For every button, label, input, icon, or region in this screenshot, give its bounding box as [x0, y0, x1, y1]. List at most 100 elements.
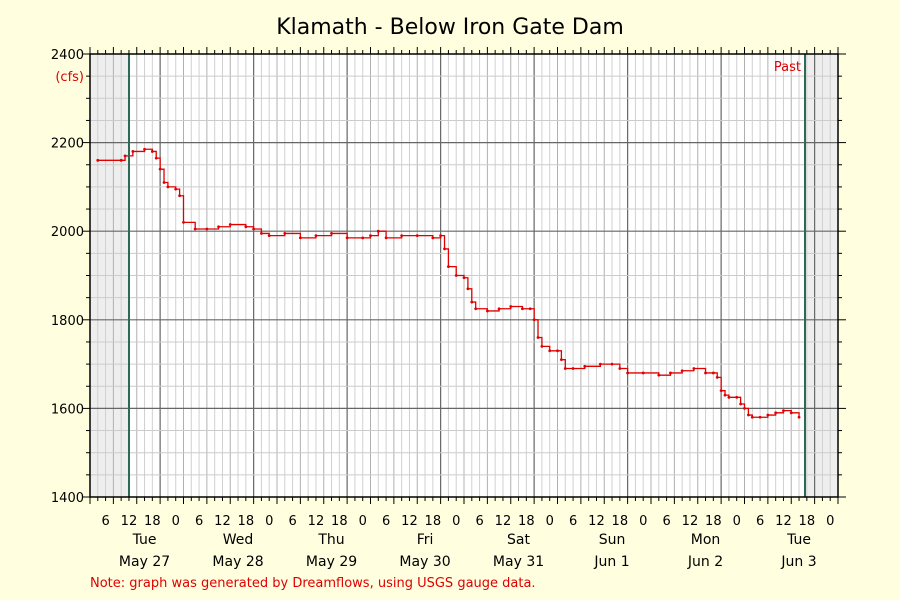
data-point — [384, 236, 388, 240]
x-tick-label: 12 — [214, 514, 231, 529]
x-tick-label: 18 — [799, 514, 816, 529]
x-tick-label: 0 — [172, 514, 180, 529]
x-tick-label: 0 — [546, 514, 554, 529]
x-tick-label: 12 — [308, 514, 325, 529]
x-axis: 6 12 18 0 6 12 18 0 6 12 18 0 6 12 18 0 6 12 18 0 6 12 18 0 6 12 1… — [89, 47, 839, 570]
chart-title: Klamath - Below Iron Gate Dam — [276, 15, 624, 40]
data-point — [466, 287, 470, 291]
data-point — [462, 276, 466, 280]
data-point — [376, 229, 380, 233]
data-point — [548, 349, 552, 353]
day-date-label: Jun 2 — [687, 554, 723, 570]
data-point — [758, 415, 762, 419]
data-point — [532, 318, 536, 322]
x-tick-label: 12 — [588, 514, 605, 529]
data-point — [559, 358, 563, 362]
data-point — [669, 371, 672, 375]
data-point — [540, 344, 544, 348]
data-point — [711, 371, 715, 375]
data-point — [123, 154, 127, 158]
data-series — [96, 147, 801, 419]
data-point — [509, 305, 513, 308]
data-point — [166, 185, 170, 189]
y-axis-label: (cfs) — [55, 70, 84, 85]
data-point — [193, 227, 197, 231]
data-point — [782, 409, 785, 413]
x-tick-label: 12 — [682, 514, 699, 529]
data-point — [178, 194, 182, 198]
day-date-label: May 30 — [399, 554, 450, 570]
data-point — [692, 367, 696, 370]
day-date-label: May 29 — [306, 554, 357, 570]
day-name-label: Sun — [599, 532, 626, 548]
data-point — [415, 234, 419, 238]
data-point — [431, 236, 435, 240]
data-point — [298, 236, 302, 240]
data-point — [182, 220, 185, 224]
x-tick-label: 6 — [756, 514, 764, 529]
day-date-label: Jun 3 — [780, 554, 816, 570]
data-point — [345, 236, 349, 240]
data-point — [598, 362, 602, 366]
data-point — [657, 373, 661, 377]
data-point — [400, 234, 404, 238]
x-tick-label: 6 — [382, 514, 390, 529]
data-point — [143, 147, 146, 151]
y-tick-label: 2200 — [51, 137, 84, 152]
data-point — [626, 371, 630, 375]
footnote: Note: graph was generated by Dreamflows,… — [90, 576, 536, 591]
data-point — [174, 187, 178, 191]
data-point — [704, 371, 707, 375]
day-name-label: Tue — [132, 532, 157, 548]
data-point — [715, 375, 719, 379]
data-point — [443, 247, 446, 251]
x-tick-label: 0 — [452, 514, 460, 529]
data-point — [797, 415, 801, 419]
x-tick-label: 0 — [359, 514, 367, 529]
data-point — [154, 156, 158, 160]
data-point — [131, 150, 135, 153]
x-tick-label: 18 — [705, 514, 722, 529]
data-point — [162, 181, 166, 184]
y-tick-label: 2400 — [51, 48, 84, 63]
data-point — [158, 167, 162, 171]
data-point — [96, 158, 100, 162]
data-point — [563, 367, 567, 370]
day-date-label: Jun 1 — [593, 554, 629, 570]
data-point — [521, 307, 524, 311]
data-point — [228, 223, 232, 226]
data-point — [361, 236, 365, 240]
data-point — [641, 371, 645, 375]
day-name-label: Sat — [507, 532, 530, 548]
data-point — [485, 309, 489, 313]
data-point — [244, 225, 248, 229]
x-tick-label: 18 — [144, 514, 161, 529]
y-tick-label: 1400 — [51, 491, 84, 506]
y-tick-label: 1600 — [51, 402, 84, 417]
data-point — [454, 274, 458, 277]
x-tick-label: 0 — [265, 514, 273, 529]
day-name-label: Tue — [786, 532, 811, 548]
y-tick-label: 2000 — [51, 225, 84, 240]
data-point — [789, 411, 793, 415]
data-point — [583, 364, 587, 368]
x-tick-label: 6 — [195, 514, 203, 529]
data-point — [766, 413, 770, 417]
x-tick-label: 0 — [826, 514, 834, 529]
x-tick-label: 0 — [639, 514, 647, 529]
data-point — [267, 234, 271, 238]
data-point — [470, 300, 474, 304]
data-point — [252, 227, 256, 231]
x-tick-label: 6 — [662, 514, 670, 529]
x-tick-label: 6 — [101, 514, 109, 529]
data-point — [474, 307, 478, 311]
data-point — [260, 232, 263, 235]
day-name-label: Wed — [223, 532, 254, 548]
x-tick-label: 18 — [612, 514, 629, 529]
data-point — [556, 349, 559, 353]
day-name-label: Fri — [417, 532, 434, 548]
data-point — [746, 413, 750, 417]
y-tick-label: 1800 — [51, 314, 84, 329]
x-tick-label: 12 — [121, 514, 138, 529]
